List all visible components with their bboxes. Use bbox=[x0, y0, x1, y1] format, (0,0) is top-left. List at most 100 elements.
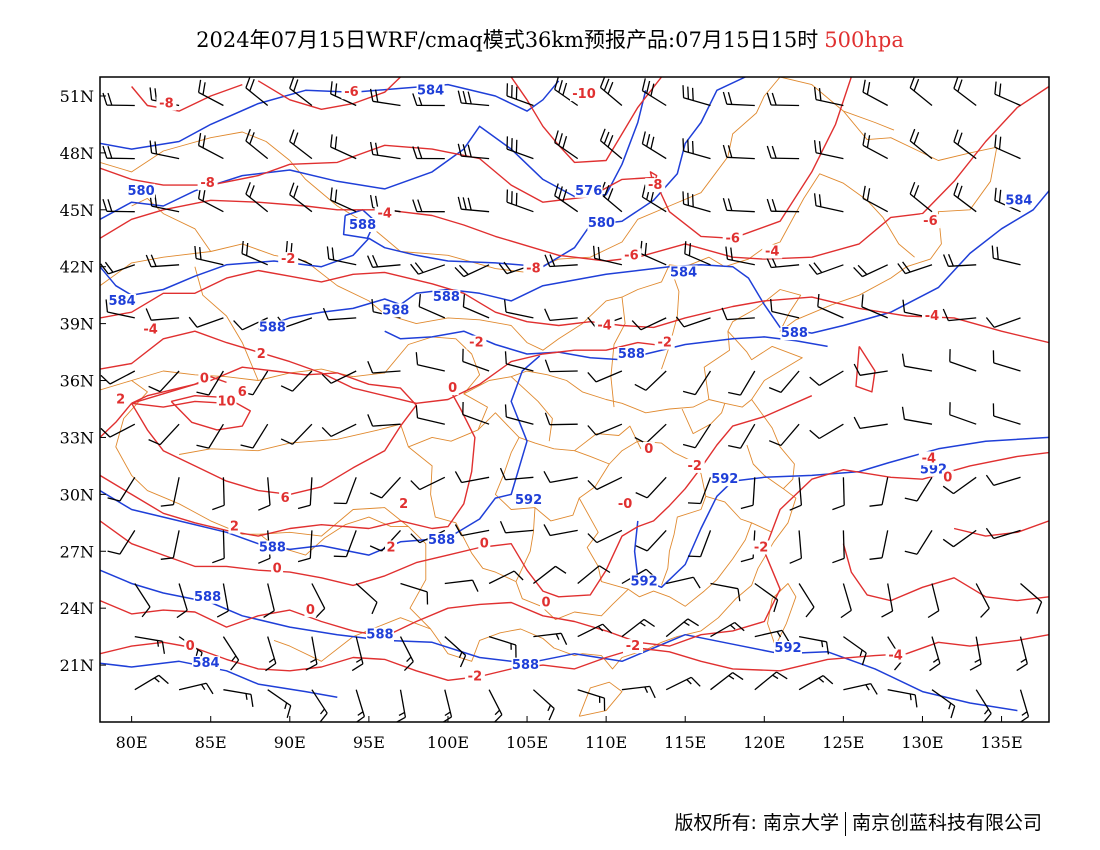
wind-barb bbox=[289, 182, 313, 213]
wind-barb bbox=[488, 570, 524, 585]
wind-barb bbox=[462, 348, 490, 372]
boundary-line bbox=[779, 77, 998, 306]
wind-barb bbox=[766, 145, 800, 160]
temperature-contour-label: -8 bbox=[526, 262, 540, 277]
temperature-contour-label: -2 bbox=[626, 639, 640, 654]
wind-barb bbox=[223, 689, 254, 707]
contour-label-background bbox=[446, 381, 459, 396]
lat-tick-label: 42N bbox=[60, 258, 94, 277]
contour-label-background bbox=[466, 335, 487, 350]
wind-barb bbox=[412, 199, 445, 213]
wind-barb bbox=[770, 298, 800, 319]
lon-tick-label: 90E bbox=[274, 733, 306, 752]
wind-barb bbox=[953, 182, 977, 213]
wind-barb bbox=[160, 530, 180, 560]
height-contour-label: 588 bbox=[259, 541, 286, 556]
wind-barb bbox=[942, 254, 977, 267]
copyright-left: 版权所有: 南京大学 bbox=[674, 812, 839, 834]
wind-barb bbox=[400, 582, 429, 605]
temperature-contour-label: 2 bbox=[399, 497, 408, 512]
wind-barb bbox=[399, 636, 414, 672]
temperature-contour-label: 6 bbox=[238, 385, 247, 400]
wind-barb bbox=[176, 583, 188, 619]
wind-barb bbox=[145, 254, 180, 268]
temperature-contour bbox=[131, 400, 227, 408]
contour-label-background bbox=[478, 536, 491, 551]
wind-barb bbox=[728, 370, 756, 396]
wind-barb bbox=[927, 583, 940, 619]
wind-barb bbox=[843, 636, 867, 666]
height-contour bbox=[100, 90, 647, 220]
contour-label-background bbox=[774, 641, 802, 655]
temperature-contour-label: -6 bbox=[344, 85, 358, 100]
wind-barb bbox=[798, 675, 834, 691]
contour-label-background bbox=[669, 265, 698, 280]
wind-barb bbox=[687, 477, 712, 505]
contour-label-background bbox=[918, 451, 939, 466]
wind-barb bbox=[533, 632, 568, 645]
height-contour-label: 584 bbox=[109, 294, 136, 309]
wind-barb bbox=[942, 308, 977, 322]
boundary-line bbox=[515, 507, 536, 582]
temperature-contour-label: 6 bbox=[281, 491, 290, 506]
height-contour-label: 584 bbox=[192, 656, 219, 671]
wind-barb bbox=[322, 307, 357, 321]
temperature-contour-label: -4 bbox=[377, 207, 391, 222]
wind-barb bbox=[330, 187, 357, 213]
wind-barb bbox=[904, 530, 933, 555]
wind-barb bbox=[367, 361, 401, 374]
wind-barb bbox=[710, 621, 745, 638]
temperature-contour-label: -4 bbox=[925, 309, 939, 324]
wind-barb bbox=[134, 674, 169, 691]
boundary-line bbox=[100, 77, 781, 273]
height-contour-label: 588 bbox=[259, 320, 286, 335]
wind-barb bbox=[813, 86, 844, 107]
contour-label-background bbox=[427, 532, 456, 547]
temperature-contour bbox=[100, 391, 476, 537]
wind-barb bbox=[861, 294, 888, 319]
temperature-contour-label: 0 bbox=[448, 381, 457, 396]
temperature-contour bbox=[100, 395, 813, 598]
wind-barb bbox=[544, 254, 578, 268]
contour-label-background bbox=[642, 441, 655, 456]
wind-barb bbox=[197, 132, 224, 160]
wind-barb bbox=[233, 317, 268, 331]
wind-barb bbox=[682, 191, 711, 213]
temperature-contour bbox=[130, 366, 417, 496]
wind-barb bbox=[241, 240, 268, 266]
height-contour-label: 588 bbox=[349, 218, 376, 233]
wind-barb bbox=[160, 477, 180, 507]
wind-barb bbox=[577, 689, 606, 711]
wind-barb bbox=[985, 527, 1021, 540]
wind-barb bbox=[506, 189, 534, 213]
wind-barb bbox=[992, 403, 1021, 425]
height-contour bbox=[100, 569, 1018, 712]
temperature-contour-label: 0 bbox=[273, 561, 282, 576]
plot-frame bbox=[99, 76, 1050, 723]
lon-tick-label: 105E bbox=[506, 733, 548, 752]
temperature-contour-label: 2 bbox=[386, 541, 395, 556]
wind-barb bbox=[798, 635, 830, 655]
wind-barb bbox=[457, 143, 490, 160]
temperature-contour-label: 0 bbox=[943, 470, 952, 485]
wind-barb bbox=[102, 92, 135, 107]
wind-barb bbox=[415, 352, 445, 372]
height-contour-label: 592 bbox=[711, 472, 738, 487]
wind-barb bbox=[543, 524, 578, 537]
contour-label-background bbox=[304, 603, 317, 618]
contour-label-background bbox=[511, 658, 540, 673]
temperature-contour-label: 0 bbox=[306, 603, 315, 618]
temperature-contour bbox=[100, 85, 1049, 262]
wind-barb bbox=[754, 582, 779, 613]
wind-barb bbox=[212, 477, 225, 511]
contour-label-background bbox=[198, 371, 211, 386]
wind-barb bbox=[297, 530, 313, 563]
temperature-contour-label: -4 bbox=[143, 322, 157, 337]
contour-label-background bbox=[156, 96, 177, 111]
wind-barb bbox=[289, 129, 313, 160]
contour-label-background bbox=[236, 384, 249, 399]
wind-barb bbox=[107, 530, 136, 555]
contour-label-background bbox=[108, 293, 137, 308]
wind-barb bbox=[454, 471, 490, 484]
